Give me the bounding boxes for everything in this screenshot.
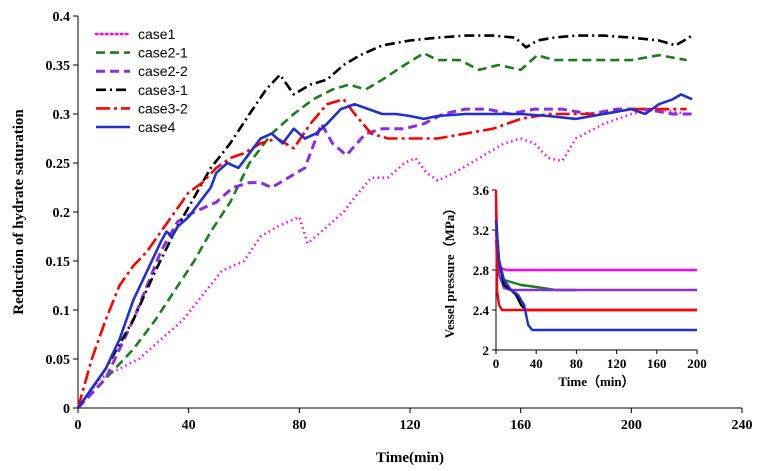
x-tick-label: 120	[400, 418, 421, 433]
x-tick-label: 80	[292, 418, 306, 433]
legend: case1 case2-1 case2-2 case3-1 case3-2 case4	[94, 26, 188, 135]
inset-x-tick-label: 40	[530, 356, 543, 371]
legend-label-case3-2: case3-2	[138, 100, 188, 116]
main-chart: 0 40 80 120 160 200 24000.050.10.150.20.250.30…	[11, 10, 753, 466]
y-tick-label: 0.15	[46, 255, 71, 270]
inset-x-axis-title: Time（min）	[558, 374, 634, 389]
x-tick-label: 0	[75, 418, 82, 433]
y-tick-label: 0.3	[53, 108, 71, 123]
inset-x-tick-label: 120	[607, 356, 627, 371]
y-tick-label: 0.25	[46, 157, 71, 172]
series-line-case2-2	[76, 107, 693, 410]
y-tick-label: 0.05	[46, 353, 71, 368]
inset-x-tick-label: 160	[647, 356, 667, 371]
series-line-case2-1	[77, 51, 687, 409]
series-line-case4	[76, 93, 693, 409]
inset-y-tick-label: 2.4	[473, 303, 490, 318]
inset-y-tick-label: 3.2	[473, 223, 489, 238]
inset-x-tick-label: 0	[493, 356, 500, 371]
legend-label-case4: case4	[138, 119, 176, 135]
y-tick-label: 0.2	[53, 206, 71, 221]
inset-series-line-5	[494, 189, 697, 312]
series-line-case3-2	[76, 98, 687, 409]
inset-series-line-3	[494, 239, 697, 292]
series-line-case1	[76, 107, 687, 409]
y-axis-title: Reduction of hydrate saturation	[11, 109, 27, 315]
x-tick-label: 160	[510, 418, 531, 433]
x-tick-label: 240	[732, 418, 753, 433]
legend-label-case3-1: case3-1	[138, 82, 188, 98]
series-line-case3-1	[76, 34, 693, 409]
legend-label-case2-1: case2-1	[138, 45, 188, 61]
legend-label-case1: case1	[138, 26, 176, 42]
inset-y-tick-label: 2	[483, 343, 490, 358]
inset-x-tick-label: 200	[687, 356, 707, 371]
x-tick-label: 200	[621, 418, 642, 433]
inset-chart: 0 40 80 120 160 200 2 2.4 2.8 3.2 3.6 Time（min） Vess…	[442, 183, 707, 389]
inset-y-axis-title: Vessel pressure（MPa）	[442, 202, 457, 339]
x-axis-title: Time(min)	[376, 450, 444, 466]
y-tick-label: 0.35	[46, 59, 71, 74]
y-tick-label: 0.4	[53, 10, 71, 25]
inset-series-line-6	[494, 219, 697, 332]
inset-x-tick-label: 80	[570, 356, 583, 371]
legend-label-case2-2: case2-2	[138, 63, 188, 79]
inset-y-tick-label: 2.8	[473, 263, 490, 278]
inset-y-tick-label: 3.6	[473, 183, 490, 198]
y-tick-label: 0.1	[53, 304, 71, 319]
y-tick-label: 0	[63, 402, 70, 417]
x-tick-label: 40	[182, 418, 196, 433]
